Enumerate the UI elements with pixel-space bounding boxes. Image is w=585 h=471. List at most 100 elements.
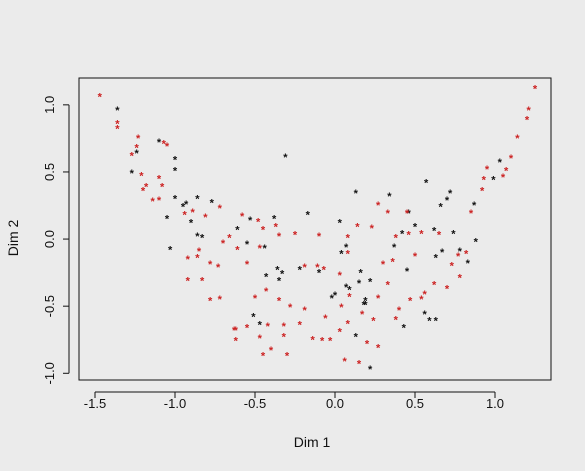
data-point: * <box>525 114 530 126</box>
data-point: * <box>338 326 343 338</box>
data-point: * <box>346 248 351 260</box>
y-axis: -1.0 -0.5 0.0 0.5 1.0 <box>42 96 70 384</box>
y-tick-label: -0.5 <box>42 295 57 317</box>
data-point: * <box>245 322 250 334</box>
data-point: * <box>186 254 191 266</box>
data-point: * <box>258 333 263 345</box>
x-tick-label: 1.0 <box>486 396 504 411</box>
data-point: * <box>282 321 287 333</box>
data-point: * <box>136 133 141 145</box>
data-point: * <box>168 244 173 256</box>
data-point: * <box>363 299 368 311</box>
data-point: * <box>141 185 146 197</box>
data-point: * <box>234 325 239 337</box>
data-point: * <box>208 295 213 307</box>
data-point: * <box>458 246 463 258</box>
data-point: * <box>330 293 335 305</box>
data-point: * <box>227 232 232 244</box>
y-tick-label: 0.5 <box>42 163 57 181</box>
data-point: * <box>162 138 167 150</box>
data-point: * <box>302 262 307 274</box>
data-point: * <box>387 191 392 203</box>
data-point: * <box>370 223 375 235</box>
data-point: * <box>320 336 325 348</box>
data-point: * <box>498 157 503 169</box>
data-point: * <box>451 228 456 240</box>
data-point: * <box>160 181 165 193</box>
data-point: * <box>515 133 520 145</box>
data-point: * <box>365 338 370 350</box>
x-axis: -1.5 -1.0 -0.5 0.0 0.5 1.0 <box>84 391 504 411</box>
data-point: * <box>235 244 240 256</box>
data-point: * <box>288 302 293 314</box>
data-point: * <box>323 313 328 325</box>
data-point: * <box>427 316 432 328</box>
data-point: * <box>184 199 189 211</box>
data-point: * <box>485 164 490 176</box>
data-point: * <box>245 259 250 271</box>
y-tick-label: 1.0 <box>42 96 57 114</box>
data-point: * <box>261 224 266 236</box>
data-point: * <box>526 105 531 117</box>
data-point: * <box>258 320 263 332</box>
data-point: * <box>115 105 120 117</box>
data-point: * <box>346 232 351 244</box>
data-point: * <box>195 253 200 265</box>
data-point: * <box>134 142 139 154</box>
data-point: * <box>406 230 411 242</box>
x-tick-label: -0.5 <box>244 396 266 411</box>
x-axis-title: Dim 1 <box>294 434 331 450</box>
data-point: * <box>504 165 509 177</box>
data-point: * <box>200 232 205 244</box>
data-point: * <box>277 231 282 243</box>
data-point: * <box>509 153 514 165</box>
data-point: * <box>480 185 485 197</box>
data-point: * <box>165 214 170 226</box>
data-point: * <box>357 359 362 371</box>
data-point: * <box>115 118 120 130</box>
data-point: * <box>434 253 439 265</box>
data-point: * <box>386 208 391 220</box>
data-point: * <box>173 155 178 167</box>
data-point: * <box>464 248 469 260</box>
data-point: * <box>266 321 271 333</box>
data-point: * <box>438 202 443 214</box>
data-point: * <box>469 208 474 220</box>
data-point: * <box>381 259 386 271</box>
data-point: * <box>277 295 282 307</box>
data-point: * <box>240 211 245 223</box>
data-point: * <box>115 124 120 136</box>
data-point: * <box>406 208 411 220</box>
data-point: * <box>344 282 349 294</box>
data-point: * <box>376 200 381 212</box>
x-tick-label: 0.5 <box>406 396 424 411</box>
data-point: * <box>339 248 344 260</box>
data-point: * <box>218 294 223 306</box>
data-point: * <box>392 242 397 254</box>
data-point: * <box>248 215 253 227</box>
data-point: * <box>405 266 410 278</box>
data-point: * <box>306 210 311 222</box>
data-point: * <box>285 350 290 362</box>
data-point: * <box>139 171 144 183</box>
data-point: * <box>221 238 226 250</box>
data-point: * <box>277 275 282 287</box>
data-point: * <box>262 243 267 255</box>
data-point: * <box>186 275 191 287</box>
data-point: * <box>195 231 200 243</box>
data-point: * <box>362 299 367 311</box>
data-point: * <box>358 267 363 279</box>
data-point: * <box>422 289 427 301</box>
data-point: * <box>394 314 399 326</box>
data-point: * <box>333 290 338 302</box>
data-point: * <box>474 236 479 248</box>
data-point: * <box>533 83 538 95</box>
data-point: * <box>482 175 487 187</box>
data-point: * <box>466 258 471 270</box>
data-point: * <box>293 230 298 242</box>
data-point: * <box>272 214 277 226</box>
data-point: * <box>472 200 477 212</box>
data-point: * <box>491 175 496 187</box>
data-point: * <box>413 222 418 234</box>
